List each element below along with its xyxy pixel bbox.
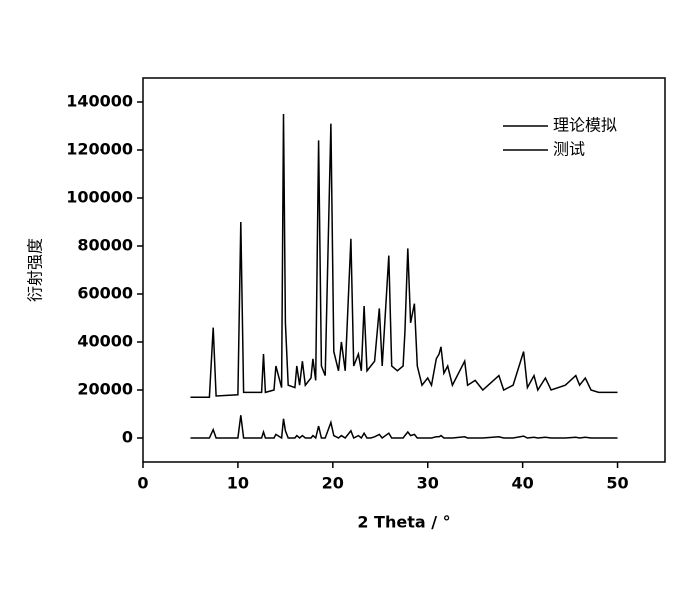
y-tick-label: 0: [122, 428, 133, 447]
series-line: [190, 113, 618, 398]
x-tick-label: 0: [137, 474, 148, 493]
legend-label: 理论模拟: [553, 116, 617, 135]
x-tick-label: 10: [227, 474, 249, 493]
x-tick-label: 30: [417, 474, 439, 493]
y-tick-label: 80000: [77, 236, 133, 255]
y-axis-label: 衍射强度: [26, 238, 45, 302]
y-tick-label: 20000: [77, 380, 133, 399]
x-axis-label: 2 Theta / °: [357, 513, 450, 532]
y-tick-label: 100000: [66, 188, 133, 207]
legend-label: 测试: [553, 140, 585, 159]
y-tick-label: 120000: [66, 140, 133, 159]
y-tick-label: 40000: [77, 332, 133, 351]
y-tick-label: 60000: [77, 284, 133, 303]
x-tick-label: 20: [322, 474, 344, 493]
y-tick-label: 140000: [66, 92, 133, 111]
x-tick-label: 50: [606, 474, 628, 493]
x-tick-label: 40: [512, 474, 534, 493]
plot-frame: [142, 77, 666, 463]
series-line: [190, 415, 618, 440]
